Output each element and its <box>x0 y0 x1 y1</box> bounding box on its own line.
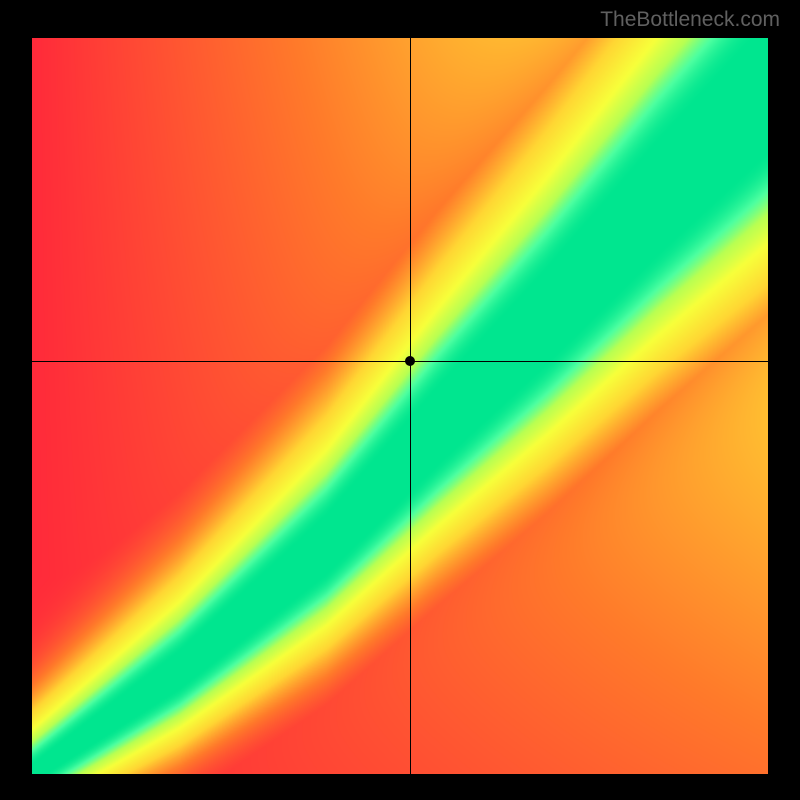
crosshair-vertical <box>410 38 411 774</box>
heatmap-plot <box>32 38 768 774</box>
heatmap-canvas <box>32 38 768 774</box>
crosshair-horizontal <box>32 361 768 362</box>
watermark-text: TheBottleneck.com <box>600 8 780 32</box>
crosshair-marker <box>405 356 415 366</box>
